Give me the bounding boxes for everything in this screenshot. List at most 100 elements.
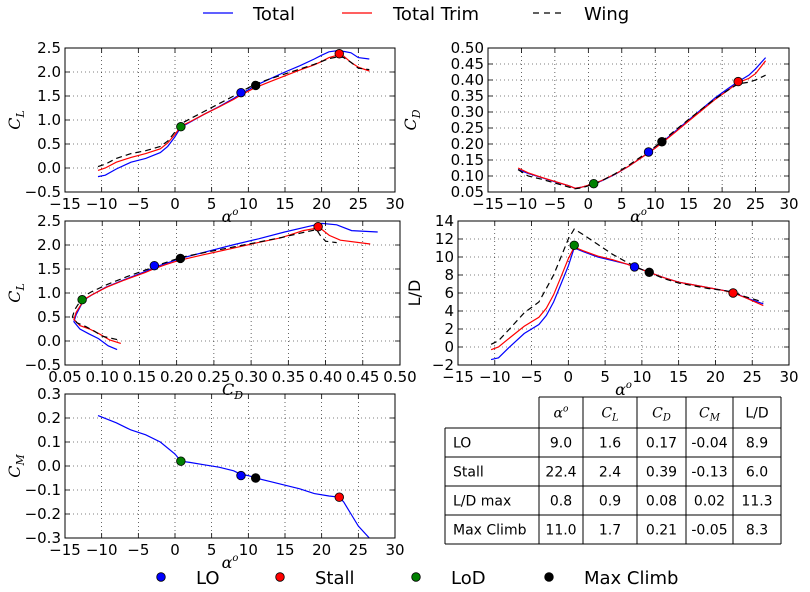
x-axis-label: αo: [222, 553, 239, 572]
x-tick-label: 0: [170, 541, 180, 559]
x-tick-label: 25: [349, 195, 368, 213]
x-tick-label: 20: [312, 195, 331, 213]
table-cell: 11.3: [741, 494, 772, 510]
y-tick-label: 4: [444, 302, 454, 320]
x-tick-label: 25: [743, 368, 762, 386]
marker-lo: [643, 147, 654, 157]
x-tick-label: 20: [713, 195, 732, 213]
y-tick-label: 0.25: [451, 119, 484, 137]
x-tick-label: 0: [584, 195, 594, 213]
marker-stall: [733, 76, 743, 87]
table-header-cell: CL: [601, 406, 619, 424]
legend-marker: [544, 572, 554, 582]
marker-lo: [149, 260, 160, 271]
series-line-wing: [517, 74, 766, 190]
legend-item-total-trim: Total Trim: [342, 4, 479, 25]
legend-item-total: Total: [203, 4, 295, 25]
marker-lod: [77, 295, 87, 305]
table-cell: 1.6: [599, 436, 621, 452]
table-cell: 0.17: [646, 436, 677, 452]
y-tick-label: 0.0: [37, 159, 61, 177]
y-tick-label: 12: [435, 230, 454, 248]
y-tick-label: 2: [444, 320, 454, 338]
chart-cl_cd: 0.05 0.10 0.15 0.20 0.25 0.30 0.35 0.40 0.45 0.50…: [5, 212, 417, 402]
table-row-label: Stall: [453, 465, 484, 481]
x-tick-label: 10: [239, 195, 258, 213]
y-tick-label: 1.0: [37, 111, 61, 129]
y-tick-label: 1.0: [37, 284, 61, 302]
marker-max-climb: [644, 267, 654, 278]
x-tick-label: 0.20: [160, 368, 193, 386]
marker-lod: [176, 456, 186, 466]
y-tick-label: 1.5: [37, 260, 61, 278]
x-axis-label: αo: [615, 380, 632, 399]
chart-cl_alpha: −15 −10 −5 0 5 10 15 20 25 30 −0.5 0.0 0.5 1.0 1.5 2.0 2…: [5, 39, 405, 226]
table-row-label: L/D max: [453, 494, 511, 510]
marker-lod: [569, 240, 579, 251]
legend-item-max-climb: Max Climb: [544, 568, 678, 589]
y-tick-label: 0.2: [37, 409, 61, 427]
y-tick-label: 0.45: [451, 55, 484, 73]
y-axis-label: CM: [5, 454, 27, 478]
legend-label: Total Trim: [392, 4, 479, 25]
y-tick-label: 0.3: [37, 385, 61, 403]
marker-max-climb: [175, 253, 186, 264]
y-tick-label: −0.5: [25, 356, 61, 374]
table-row-label: LO: [453, 436, 471, 452]
marker-lod: [176, 122, 186, 132]
y-tick-label: 2.0: [37, 63, 61, 81]
legend-label: Max Climb: [584, 568, 678, 589]
marker-stall: [728, 288, 738, 298]
y-axis-label: CL: [5, 283, 27, 303]
x-tick-label: −10: [86, 195, 118, 213]
legend-item-lod: LoD: [411, 568, 486, 589]
x-tick-label: 30: [385, 541, 404, 559]
x-tick-label: 20: [706, 368, 725, 386]
x-tick-label: −5: [520, 368, 542, 386]
x-tick-label: 15: [275, 541, 294, 559]
x-tick-label: 15: [669, 368, 688, 386]
y-tick-label: 0.5: [37, 308, 61, 326]
x-tick-label: 10: [646, 195, 665, 213]
legend-label: LoD: [451, 568, 486, 589]
series-line-total: [97, 415, 370, 538]
legend-item-stall: Stall: [275, 568, 355, 589]
x-tick-label: 0.10: [86, 368, 119, 386]
plot-frame: [457, 220, 790, 366]
x-tick-label: 0.50: [383, 368, 416, 386]
x-tick-label: −10: [86, 541, 118, 559]
series-line-wing: [97, 55, 370, 168]
y-tick-label: 14: [435, 212, 454, 230]
x-axis-label: αo: [630, 207, 647, 226]
table-cell: 0.08: [646, 494, 677, 510]
chart-cd_alpha: −15 −10 −5 0 5 10 15 20 25 30 0.050.100.150.200.25…: [401, 39, 799, 226]
y-tick-label: 0.30: [451, 103, 484, 121]
series-line-total: [97, 49, 370, 178]
x-tick-label: 0.25: [197, 368, 230, 386]
y-tick-label: 1.5: [37, 87, 61, 105]
x-tick-label: 0.40: [309, 368, 342, 386]
marker-stall: [334, 49, 344, 59]
x-tick-label: 25: [349, 541, 368, 559]
y-tick-label: 0.05: [451, 183, 484, 201]
y-tick-label: 8: [444, 266, 454, 284]
table-cell: 9.0: [550, 436, 572, 452]
marker-max-climb: [250, 80, 261, 91]
legend-label: Stall: [315, 568, 355, 589]
table-cell: 22.4: [545, 465, 576, 481]
y-tick-label: −2: [432, 356, 454, 374]
legend-marker: [411, 572, 421, 582]
table-cell: 1.7: [599, 523, 621, 539]
legend-bottom: LO Stall LoD Max Climb: [156, 568, 678, 589]
y-tick-label: −0.2: [25, 505, 61, 523]
y-axis-label: CD: [401, 109, 423, 130]
x-tick-label: 30: [779, 195, 798, 213]
y-axis-label: CL: [5, 110, 27, 130]
x-tick-label: 20: [312, 541, 331, 559]
table-header-cell: αo: [554, 405, 569, 422]
y-tick-label: 0.1: [37, 433, 61, 451]
y-tick-label: 2.5: [37, 39, 61, 57]
table-header-cell: CM: [699, 406, 721, 424]
summary-table: αo CL CD CM L/D LO 9.0 1.6 0.17 -0.04 8.9 Stall 22.4…: [444, 396, 782, 545]
